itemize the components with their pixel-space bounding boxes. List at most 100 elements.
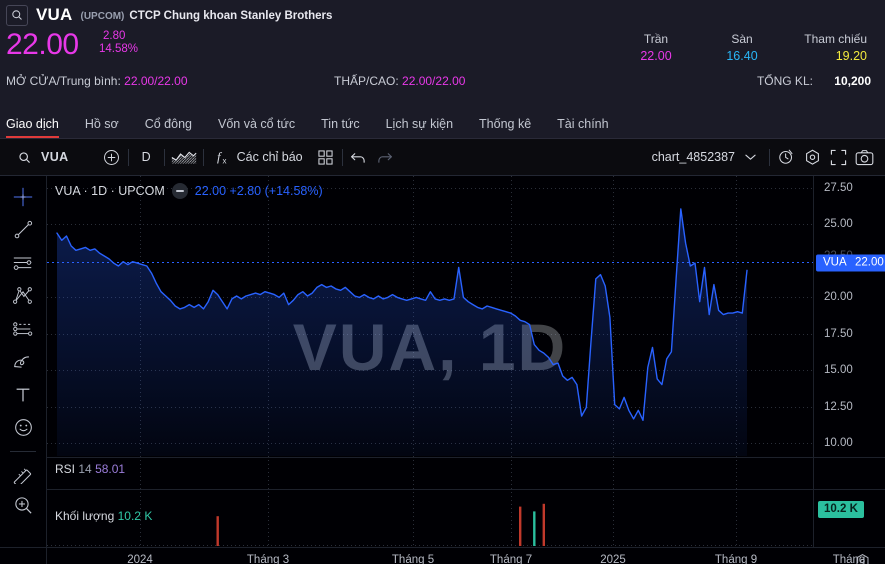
tab-tai-chinh[interactable]: Tài chính bbox=[557, 117, 609, 131]
floor-label: Sàn bbox=[731, 32, 753, 46]
add-symbol-button[interactable] bbox=[99, 144, 125, 170]
price-tick: 12.50 bbox=[824, 401, 853, 413]
ceiling-label: Trần bbox=[643, 32, 669, 46]
redo-button[interactable] bbox=[372, 144, 398, 170]
price-tick: 15.00 bbox=[824, 364, 853, 376]
price-badge-symbol: VUA bbox=[823, 256, 847, 269]
undo-button[interactable] bbox=[346, 144, 372, 170]
total-volume: TỔNG KL: 10,200 bbox=[757, 74, 871, 88]
tab-von-va-co-tuc[interactable]: Vốn và cổ tức bbox=[217, 117, 296, 131]
horizontal-lines-tool[interactable] bbox=[6, 247, 40, 278]
brush-tool[interactable] bbox=[6, 346, 40, 377]
zoom-tool[interactable] bbox=[6, 490, 40, 521]
toolbar-divider bbox=[769, 148, 770, 166]
time-axis[interactable]: 2024 Tháng 3 Tháng 5 Tháng 7 2025 Tháng … bbox=[0, 547, 885, 564]
volume-name: Khối lượng bbox=[55, 509, 115, 523]
plot-area[interactable]: VUA, 1D VUA · 1D · UPCOM 22.00 +2.80 (+1… bbox=[47, 176, 813, 547]
tab-co-dong[interactable]: Cổ đông bbox=[144, 117, 192, 131]
chart-body: VUA, 1D VUA · 1D · UPCOM 22.00 +2.80 (+1… bbox=[0, 176, 885, 547]
price-tick: 10.00 bbox=[824, 437, 853, 449]
rsi-pane-separator bbox=[47, 457, 813, 458]
ruler-icon bbox=[13, 467, 32, 484]
tab-lich-su-kien[interactable]: Lịch sự kiện bbox=[385, 117, 454, 131]
price-tick: 20.00 bbox=[824, 291, 853, 303]
measure-tool[interactable] bbox=[6, 457, 40, 488]
change-percent: 14.58% bbox=[99, 43, 139, 56]
volume-pane-label: Khối lượng 10.2 K bbox=[55, 509, 152, 523]
reference-value: 19.20 bbox=[835, 49, 867, 63]
hide-icon[interactable] bbox=[171, 183, 188, 199]
fx-icon: f x bbox=[217, 149, 227, 165]
toolbar-divider bbox=[127, 148, 129, 166]
pitchfork-tool[interactable] bbox=[6, 280, 40, 311]
time-tick: Tháng 3 bbox=[246, 554, 290, 564]
tab-tin-tuc[interactable]: Tin tức bbox=[321, 117, 360, 131]
open-average-value: 22.00/22.00 bbox=[124, 74, 188, 88]
price-series-chart bbox=[56, 208, 748, 456]
crosshair-icon bbox=[13, 187, 33, 206]
tab-thong-ke[interactable]: Thống kê bbox=[479, 117, 532, 131]
low-high-label: THẤP/CAO: bbox=[334, 74, 399, 88]
price-tick: 25.00 bbox=[824, 218, 853, 230]
layout-button[interactable] bbox=[313, 144, 339, 170]
volume-pane-separator bbox=[47, 489, 813, 490]
alert-button[interactable] bbox=[773, 144, 799, 170]
fullscreen-button[interactable] bbox=[825, 144, 851, 170]
current-price-line bbox=[47, 262, 813, 263]
camera-icon bbox=[855, 149, 873, 165]
price-axis[interactable]: 27.50 25.00 22.50 VUA 22.00 20.00 17.50 … bbox=[813, 176, 885, 547]
gridline-horizontal bbox=[47, 545, 813, 546]
zoom-in-icon bbox=[14, 497, 32, 514]
chart-settings-button[interactable] bbox=[854, 553, 871, 564]
volume-bar bbox=[519, 506, 522, 546]
time-tick: 2025 bbox=[600, 554, 626, 564]
legend-title: VUA · 1D · UPCOM bbox=[55, 184, 165, 198]
axis-pane-separator bbox=[814, 489, 885, 490]
gridline-horizontal bbox=[47, 188, 813, 189]
ceiling-column: Trần 22.00 bbox=[613, 32, 699, 63]
trend-line-tool[interactable] bbox=[6, 214, 40, 245]
rsi-value: 58.01 bbox=[95, 462, 126, 476]
last-price: 22.00 bbox=[6, 28, 79, 61]
rsi-pane-label: RSI 14 58.01 bbox=[55, 462, 125, 476]
tab-giao-dich[interactable]: Giao dịch bbox=[6, 117, 73, 138]
chart-name-dropdown[interactable]: chart_4852387 bbox=[642, 144, 766, 171]
symbol-search-button[interactable] bbox=[6, 4, 28, 26]
time-tick: Tháng 7 bbox=[489, 554, 533, 564]
chevron-down-icon bbox=[745, 154, 756, 160]
pitchfork-icon bbox=[13, 287, 32, 304]
time-tick: 2024 bbox=[127, 554, 153, 564]
price-change-group: 2.80 14.58% bbox=[99, 30, 138, 56]
stat-row: MỞ CỬA/Trung bình: 22.00/22.00 THẤP/CAO:… bbox=[0, 72, 885, 96]
toolbar-separator bbox=[10, 451, 36, 452]
legend-values: 22.00 +2.80 (+14.58%) bbox=[194, 184, 323, 198]
indicators-button[interactable]: f x Các chỉ báo bbox=[207, 144, 313, 171]
current-price-badge: VUA bbox=[816, 254, 854, 272]
settings-gear-icon bbox=[856, 554, 869, 564]
floor-column: Sàn 16.40 bbox=[699, 32, 785, 63]
crosshair-tool[interactable] bbox=[6, 181, 40, 212]
current-price-badge-value: 22.00 bbox=[848, 254, 885, 272]
symbol-ticker: VUA bbox=[36, 5, 73, 24]
volume-bar bbox=[216, 516, 219, 546]
floor-value: 16.40 bbox=[726, 49, 758, 63]
chart-name-label: chart_4852387 bbox=[651, 150, 735, 164]
replay-icon bbox=[805, 149, 819, 165]
toolbar-divider bbox=[202, 148, 204, 166]
interval-button[interactable]: D bbox=[141, 150, 151, 164]
chart-symbol-search[interactable]: VUA bbox=[8, 144, 79, 171]
low-high: THẤP/CAO: 22.00/22.00 bbox=[334, 74, 465, 88]
chart-legend: VUA · 1D · UPCOM 22.00 +2.80 (+14.58%) bbox=[55, 183, 323, 199]
toolbar-divider bbox=[163, 148, 165, 166]
volume-bar bbox=[533, 511, 536, 546]
tab-ho-so[interactable]: Hồ sơ bbox=[84, 117, 119, 131]
text-tool[interactable] bbox=[6, 379, 40, 410]
rsi-param: 14 bbox=[78, 462, 92, 476]
pattern-tool[interactable] bbox=[6, 313, 40, 344]
replay-button[interactable] bbox=[799, 144, 825, 170]
snapshot-button[interactable] bbox=[851, 144, 877, 170]
ceiling-value: 22.00 bbox=[640, 49, 672, 63]
chart-type-button[interactable] bbox=[168, 144, 200, 170]
emoji-tool[interactable] bbox=[6, 412, 40, 443]
